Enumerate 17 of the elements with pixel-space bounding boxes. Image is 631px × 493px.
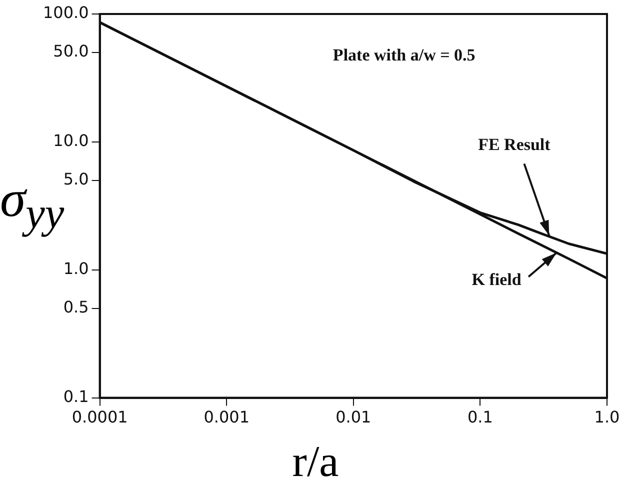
y-tick-label: 0.1	[63, 386, 89, 406]
y-tick-label: 50.0	[53, 42, 89, 61]
annotation: Plate with a/w = 0.5	[332, 45, 476, 64]
y-tick-label: 100.0	[42, 3, 89, 22]
y-tick-label: 10.0	[53, 131, 89, 150]
annotation: FE Result	[478, 135, 551, 154]
annotation: K field	[472, 270, 522, 290]
x-tick-label: 0.001	[204, 408, 250, 427]
x-tick-label: 0.01	[336, 408, 372, 427]
x-tick-label: 1.0	[594, 408, 620, 427]
y-axis-title: σ$_{yy}$	[0, 170, 64, 238]
y-tick-label: 0.5	[63, 298, 89, 317]
x-tick-label: 0.0001	[72, 408, 128, 427]
y-tick-label: 5.0	[63, 170, 89, 189]
x-tick-label: 0.1	[467, 408, 493, 427]
y-tick-label: 1.0	[63, 259, 89, 278]
x-axis-title: r/a	[291, 436, 340, 487]
